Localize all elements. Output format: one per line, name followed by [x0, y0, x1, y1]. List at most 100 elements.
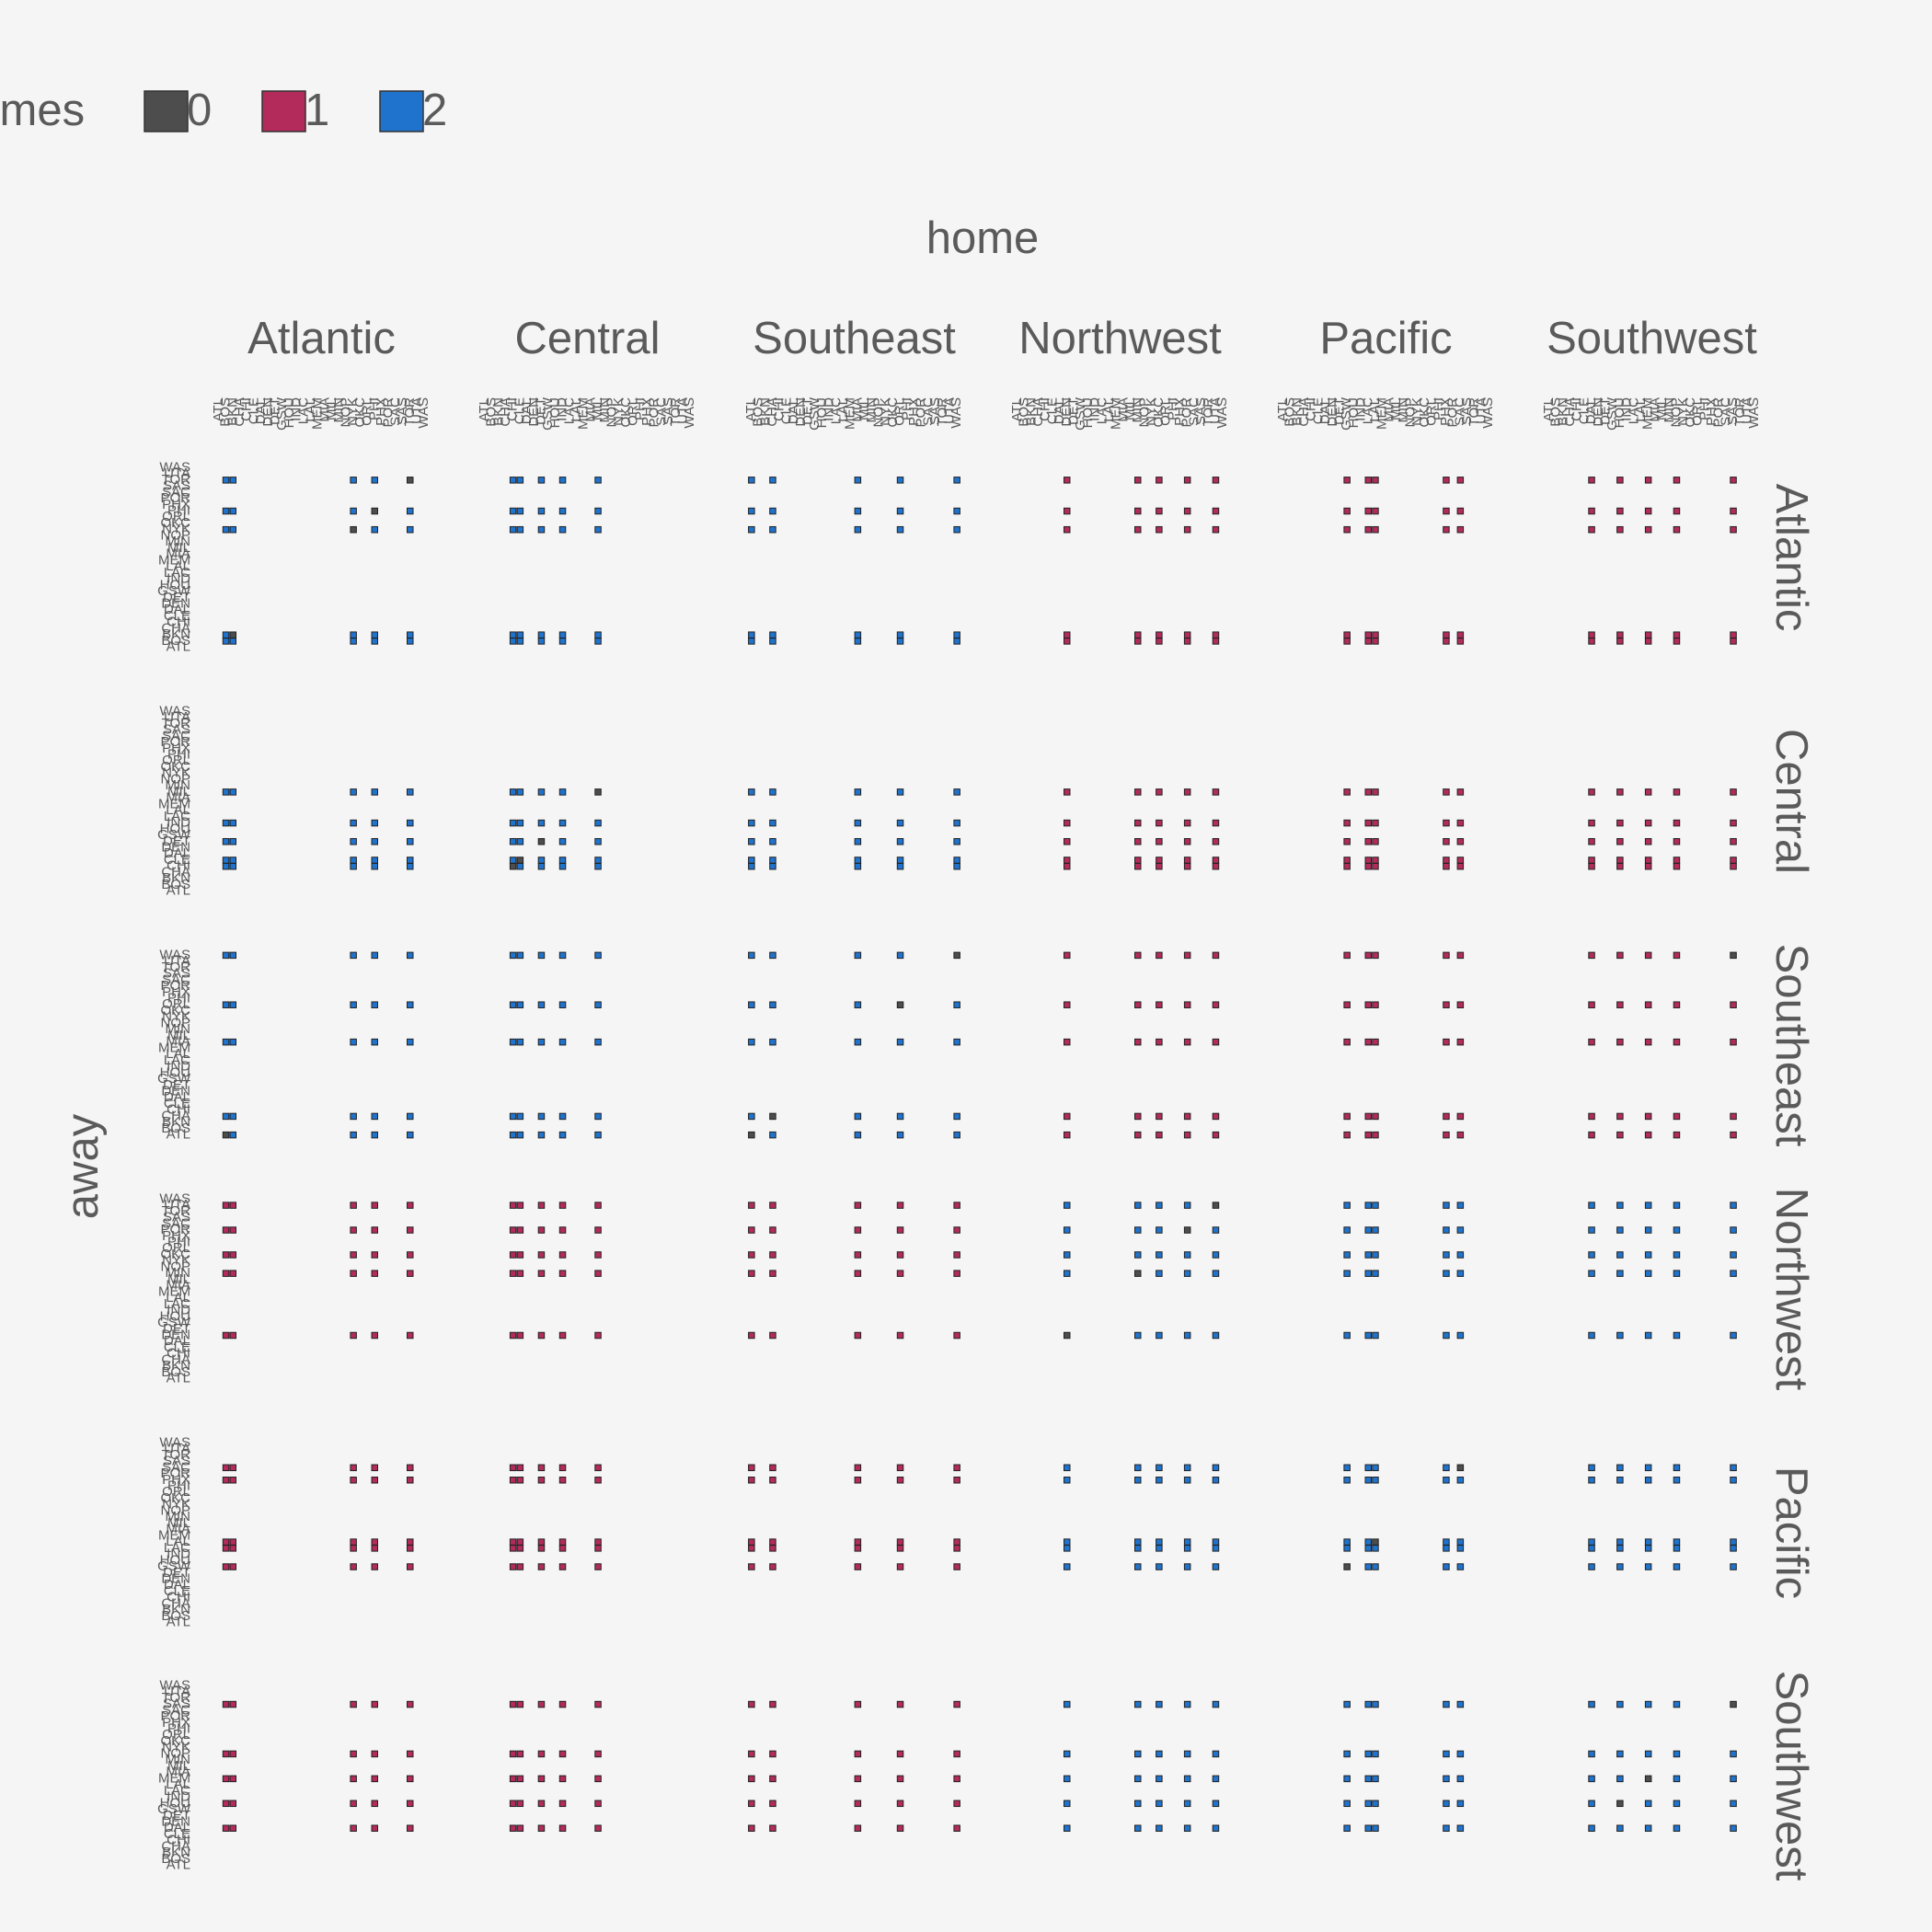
- cell-MEM-CHA: [769, 1775, 776, 1783]
- cell-GSW-LAC: [1364, 1563, 1372, 1570]
- cell-TOR-DET: [537, 477, 546, 484]
- cell-ATL-ORL: [896, 1131, 904, 1139]
- x-tick-label: SAC: [653, 397, 669, 426]
- y-tick-label: POR: [160, 978, 190, 994]
- cell-SAC-MIL: [594, 1464, 602, 1472]
- cell-ORL-HOU: [1616, 1001, 1624, 1008]
- y-tick-label: MIL: [167, 1028, 190, 1043]
- legend-key-2: [379, 90, 424, 132]
- cell-POR-CHI: [509, 1226, 517, 1234]
- x-tick-label: NOP: [1136, 397, 1152, 428]
- cell-PHX-LAC: [1364, 1477, 1372, 1484]
- cell-HOU-CLE: [516, 1800, 524, 1808]
- cell-CLE-GSW: [1343, 857, 1351, 864]
- cell-TOR-ATL: [748, 477, 755, 484]
- x-tick-label: CHA: [1030, 397, 1046, 427]
- cell-NYK-ORL: [896, 525, 904, 534]
- y-tick-label: NYK: [162, 1497, 190, 1512]
- cell-OKC-SAS: [1730, 1251, 1737, 1259]
- cell-ORL-DET: [537, 1001, 546, 1008]
- cell-OKC-BKN: [229, 1251, 236, 1259]
- cell-UTA-NOP: [1673, 1202, 1681, 1209]
- cell-POR-LAL: [1372, 1226, 1379, 1234]
- row-strip-pacific: Pacific: [1766, 1466, 1816, 1599]
- cell-LAL-BKN: [229, 1538, 236, 1546]
- cell-MIA-LAC: [1364, 1038, 1372, 1046]
- x-tick-label: BKN: [757, 397, 773, 426]
- y-tick-label: BOS: [161, 877, 190, 892]
- cell-CLE-NOP: [1673, 857, 1681, 864]
- x-tick-label: MIN: [1130, 397, 1145, 423]
- cell-BKN-CHI: [509, 631, 517, 638]
- cell-WAS-MEM: [1644, 951, 1652, 960]
- cell-NYK-BOS: [222, 525, 230, 534]
- cell-LAC-SAS: [1730, 1545, 1737, 1552]
- x-tick-label: OKC: [1417, 397, 1432, 428]
- x-tick-label: SAS: [395, 397, 410, 425]
- cell-DEN-IND: [558, 1331, 567, 1340]
- cell-MIA-ORL: [896, 1038, 904, 1046]
- y-tick-label: DEN: [161, 1814, 190, 1830]
- cell-PHI-LAC: [1364, 507, 1372, 515]
- y-tick-label: MIA: [166, 790, 190, 806]
- cell-WAS-PHX: [1443, 951, 1450, 960]
- cell-WAS-DAL: [1588, 951, 1595, 960]
- cell-UTA-BOS: [222, 1202, 230, 1209]
- cell-CLE-CLE: [516, 857, 524, 864]
- cell-LAL-CHA: [769, 1538, 776, 1546]
- cell-ORL-LAL: [1372, 1001, 1379, 1008]
- row-strip-northwest: Northwest: [1766, 1188, 1816, 1391]
- cell-DAL-IND: [558, 1824, 567, 1832]
- x-tick-label: TOR: [935, 397, 950, 427]
- cell-MEM-DEN: [1064, 1775, 1071, 1783]
- cell-PHI-NYK: [350, 507, 357, 515]
- cell-MIL-GSW: [1343, 788, 1351, 796]
- x-tick-label: CHI: [1304, 397, 1319, 421]
- cell-CHA-CHA: [769, 1112, 776, 1121]
- cell-PHX-MEM: [1644, 1477, 1652, 1484]
- cell-NYK-HOU: [1616, 525, 1624, 534]
- cell-LAC-LAC: [1364, 1545, 1372, 1552]
- x-tick-label: IND: [822, 397, 837, 421]
- cell-WAS-SAS: [1730, 951, 1737, 960]
- cell-LAL-NYK: [350, 1538, 357, 1546]
- cell-LAL-DEN: [1064, 1538, 1071, 1546]
- cell-DET-OKC: [1156, 838, 1163, 845]
- cell-NOP-GSW: [1343, 1750, 1351, 1758]
- x-tick-label: SAS: [927, 397, 943, 425]
- cell-ATL-MIN: [1134, 1131, 1142, 1139]
- cell-ATL-POR: [1183, 1131, 1191, 1139]
- y-tick-label: HOU: [160, 821, 190, 836]
- y-tick-label: PHI: [167, 503, 190, 519]
- cell-PHX-OKC: [1156, 1477, 1163, 1484]
- cell-MEM-TOR: [407, 1775, 414, 1783]
- cell-DAL-DET: [537, 1824, 546, 1832]
- cell-BOS-BOS: [222, 638, 230, 645]
- y-tick-label: UTA: [164, 709, 190, 725]
- cell-OKC-WAS: [953, 1251, 960, 1259]
- y-tick-label: LAC: [164, 1783, 190, 1799]
- cell-BOS-CHI: [509, 638, 517, 645]
- cell-MIN-ATL: [748, 1270, 755, 1277]
- y-tick-label: UTA: [164, 1441, 190, 1456]
- y-tick-label: UTA: [164, 953, 190, 969]
- y-tick-label: UTA: [164, 1197, 190, 1213]
- legend-title: games: [0, 86, 85, 135]
- x-tick-label: ATL: [743, 397, 759, 421]
- cell-IND-CLE: [516, 819, 524, 827]
- cell-ORL-OKC: [1156, 1001, 1163, 1008]
- legend-key-1: [261, 90, 306, 132]
- cell-CLE-UTA: [1212, 857, 1220, 864]
- y-tick-label: BOS: [161, 1851, 190, 1867]
- cell-PHX-CHA: [769, 1477, 776, 1484]
- cell-MIN-TOR: [407, 1270, 414, 1277]
- cell-WAS-WAS: [953, 951, 960, 960]
- cell-HOU-BKN: [229, 1800, 236, 1808]
- y-tick-label: NOP: [160, 527, 190, 543]
- cell-MEM-PHI: [371, 1775, 378, 1783]
- cell-BKN-POR: [1183, 631, 1191, 638]
- y-tick-label: MEM: [158, 796, 190, 811]
- cell-OKC-LAC: [1364, 1251, 1372, 1259]
- cell-DEN-LAL: [1372, 1331, 1379, 1340]
